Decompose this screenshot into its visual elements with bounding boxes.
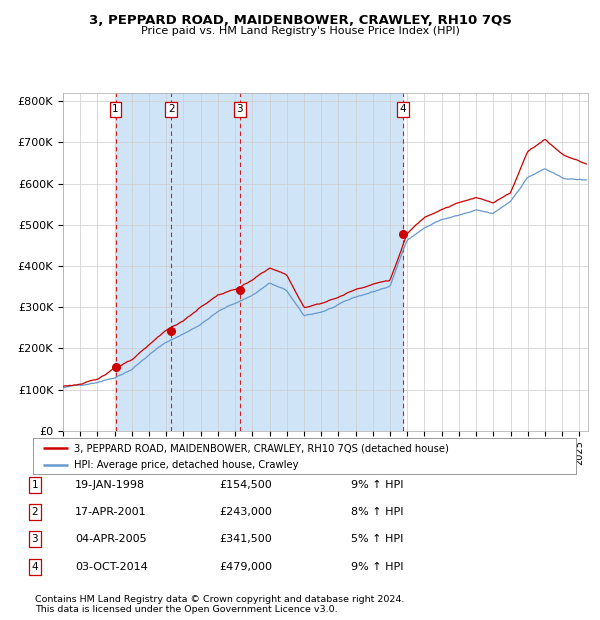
Text: Contains HM Land Registry data © Crown copyright and database right 2024.: Contains HM Land Registry data © Crown c… (35, 595, 404, 604)
Text: 3: 3 (31, 534, 38, 544)
Text: 9% ↑ HPI: 9% ↑ HPI (351, 562, 404, 572)
Text: This data is licensed under the Open Government Licence v3.0.: This data is licensed under the Open Gov… (35, 604, 337, 614)
Text: £479,000: £479,000 (219, 562, 272, 572)
Text: 03-OCT-2014: 03-OCT-2014 (75, 562, 148, 572)
Bar (239, 93, 403, 431)
Text: £243,000: £243,000 (219, 507, 272, 517)
Bar (63, 93, 115, 431)
Text: 3, PEPPARD ROAD, MAIDENBOWER, CRAWLEY, RH10 7QS: 3, PEPPARD ROAD, MAIDENBOWER, CRAWLEY, R… (89, 14, 511, 27)
Text: HPI: Average price, detached house, Crawley: HPI: Average price, detached house, Craw… (74, 460, 298, 471)
Text: 2: 2 (168, 105, 175, 115)
Text: 9% ↑ HPI: 9% ↑ HPI (351, 480, 404, 490)
Text: 4: 4 (400, 105, 406, 115)
Text: 1: 1 (31, 480, 38, 490)
Text: 2: 2 (31, 507, 38, 517)
Text: 5% ↑ HPI: 5% ↑ HPI (351, 534, 403, 544)
Bar (171, 93, 239, 431)
Text: 4: 4 (31, 562, 38, 572)
Text: £154,500: £154,500 (219, 480, 272, 490)
Text: Price paid vs. HM Land Registry's House Price Index (HPI): Price paid vs. HM Land Registry's House … (140, 26, 460, 36)
Text: 8% ↑ HPI: 8% ↑ HPI (351, 507, 404, 517)
Text: £341,500: £341,500 (219, 534, 272, 544)
Text: 3: 3 (236, 105, 243, 115)
Bar (115, 93, 171, 431)
Text: 19-JAN-1998: 19-JAN-1998 (75, 480, 145, 490)
Text: 17-APR-2001: 17-APR-2001 (75, 507, 146, 517)
Text: 3, PEPPARD ROAD, MAIDENBOWER, CRAWLEY, RH10 7QS (detached house): 3, PEPPARD ROAD, MAIDENBOWER, CRAWLEY, R… (74, 443, 449, 453)
Text: 1: 1 (112, 105, 119, 115)
Bar (403, 93, 588, 431)
Text: 04-APR-2005: 04-APR-2005 (75, 534, 146, 544)
